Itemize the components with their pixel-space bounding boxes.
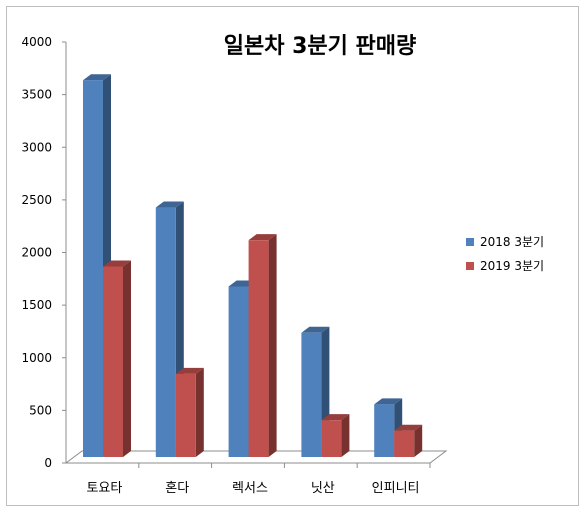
bar-side	[341, 414, 350, 457]
x-tick-label: 토요타	[86, 481, 122, 496]
bar-top	[103, 260, 131, 267]
bar-front	[301, 332, 322, 457]
bar-front	[374, 404, 395, 457]
bar-top	[83, 74, 111, 81]
bar-front	[228, 286, 249, 457]
bar-front	[248, 240, 269, 457]
y-tick-label: 3500	[21, 88, 52, 102]
y-tick-label: 2500	[21, 193, 52, 207]
chart-bars	[83, 74, 423, 457]
bar-front	[321, 420, 342, 457]
bar-front	[83, 80, 103, 457]
bar-front	[103, 266, 123, 457]
x-tick-label: 인피니티	[372, 481, 420, 496]
legend-swatch	[466, 262, 474, 270]
bar-top	[248, 234, 277, 241]
bar-series2	[175, 367, 204, 457]
bar-top	[394, 424, 423, 431]
bar-front	[394, 430, 415, 457]
y-axis-ticks: 0 500 1000 1500 2000 2500 3000 3500 4000	[21, 35, 66, 470]
y-tick-label: 2000	[21, 246, 52, 260]
x-tick-label: 혼다	[165, 481, 189, 496]
bar-top	[155, 201, 184, 208]
y-tick-label: 1500	[21, 298, 52, 312]
legend-swatch	[466, 238, 474, 246]
bar-series2	[321, 414, 350, 457]
bar-front	[155, 207, 176, 457]
y-tick-label: 3000	[21, 140, 52, 154]
bar-series2	[394, 424, 423, 457]
legend-label: 2018 3분기	[480, 235, 544, 249]
bar-side	[195, 367, 204, 457]
y-tick-label: 4000	[21, 35, 52, 49]
bar-series2	[103, 260, 131, 457]
chart-title: 일본차 3분기 판매량	[224, 34, 417, 59]
bar-top	[321, 414, 350, 421]
bar-series2	[248, 234, 277, 457]
bar-side	[414, 424, 423, 457]
bar-top	[175, 367, 204, 374]
y-tick-label: 1000	[21, 351, 52, 365]
x-tick-label: 닛산	[311, 481, 335, 496]
y-tick-label: 0	[44, 456, 52, 470]
x-tick-label: 렉서스	[232, 481, 268, 496]
bar-side	[123, 260, 131, 457]
bar-top	[374, 398, 403, 405]
bar-top	[301, 326, 330, 333]
bar-series1	[374, 398, 403, 457]
chart-legend: 2018 3분기 2019 3분기	[466, 235, 544, 273]
legend-label: 2019 3분기	[480, 259, 544, 273]
bar-side	[268, 234, 277, 457]
x-axis-labels: 토요타 혼다 렉서스 닛산 인피니티	[86, 481, 419, 496]
y-tick-label: 500	[29, 403, 52, 417]
bar-front	[175, 373, 196, 457]
